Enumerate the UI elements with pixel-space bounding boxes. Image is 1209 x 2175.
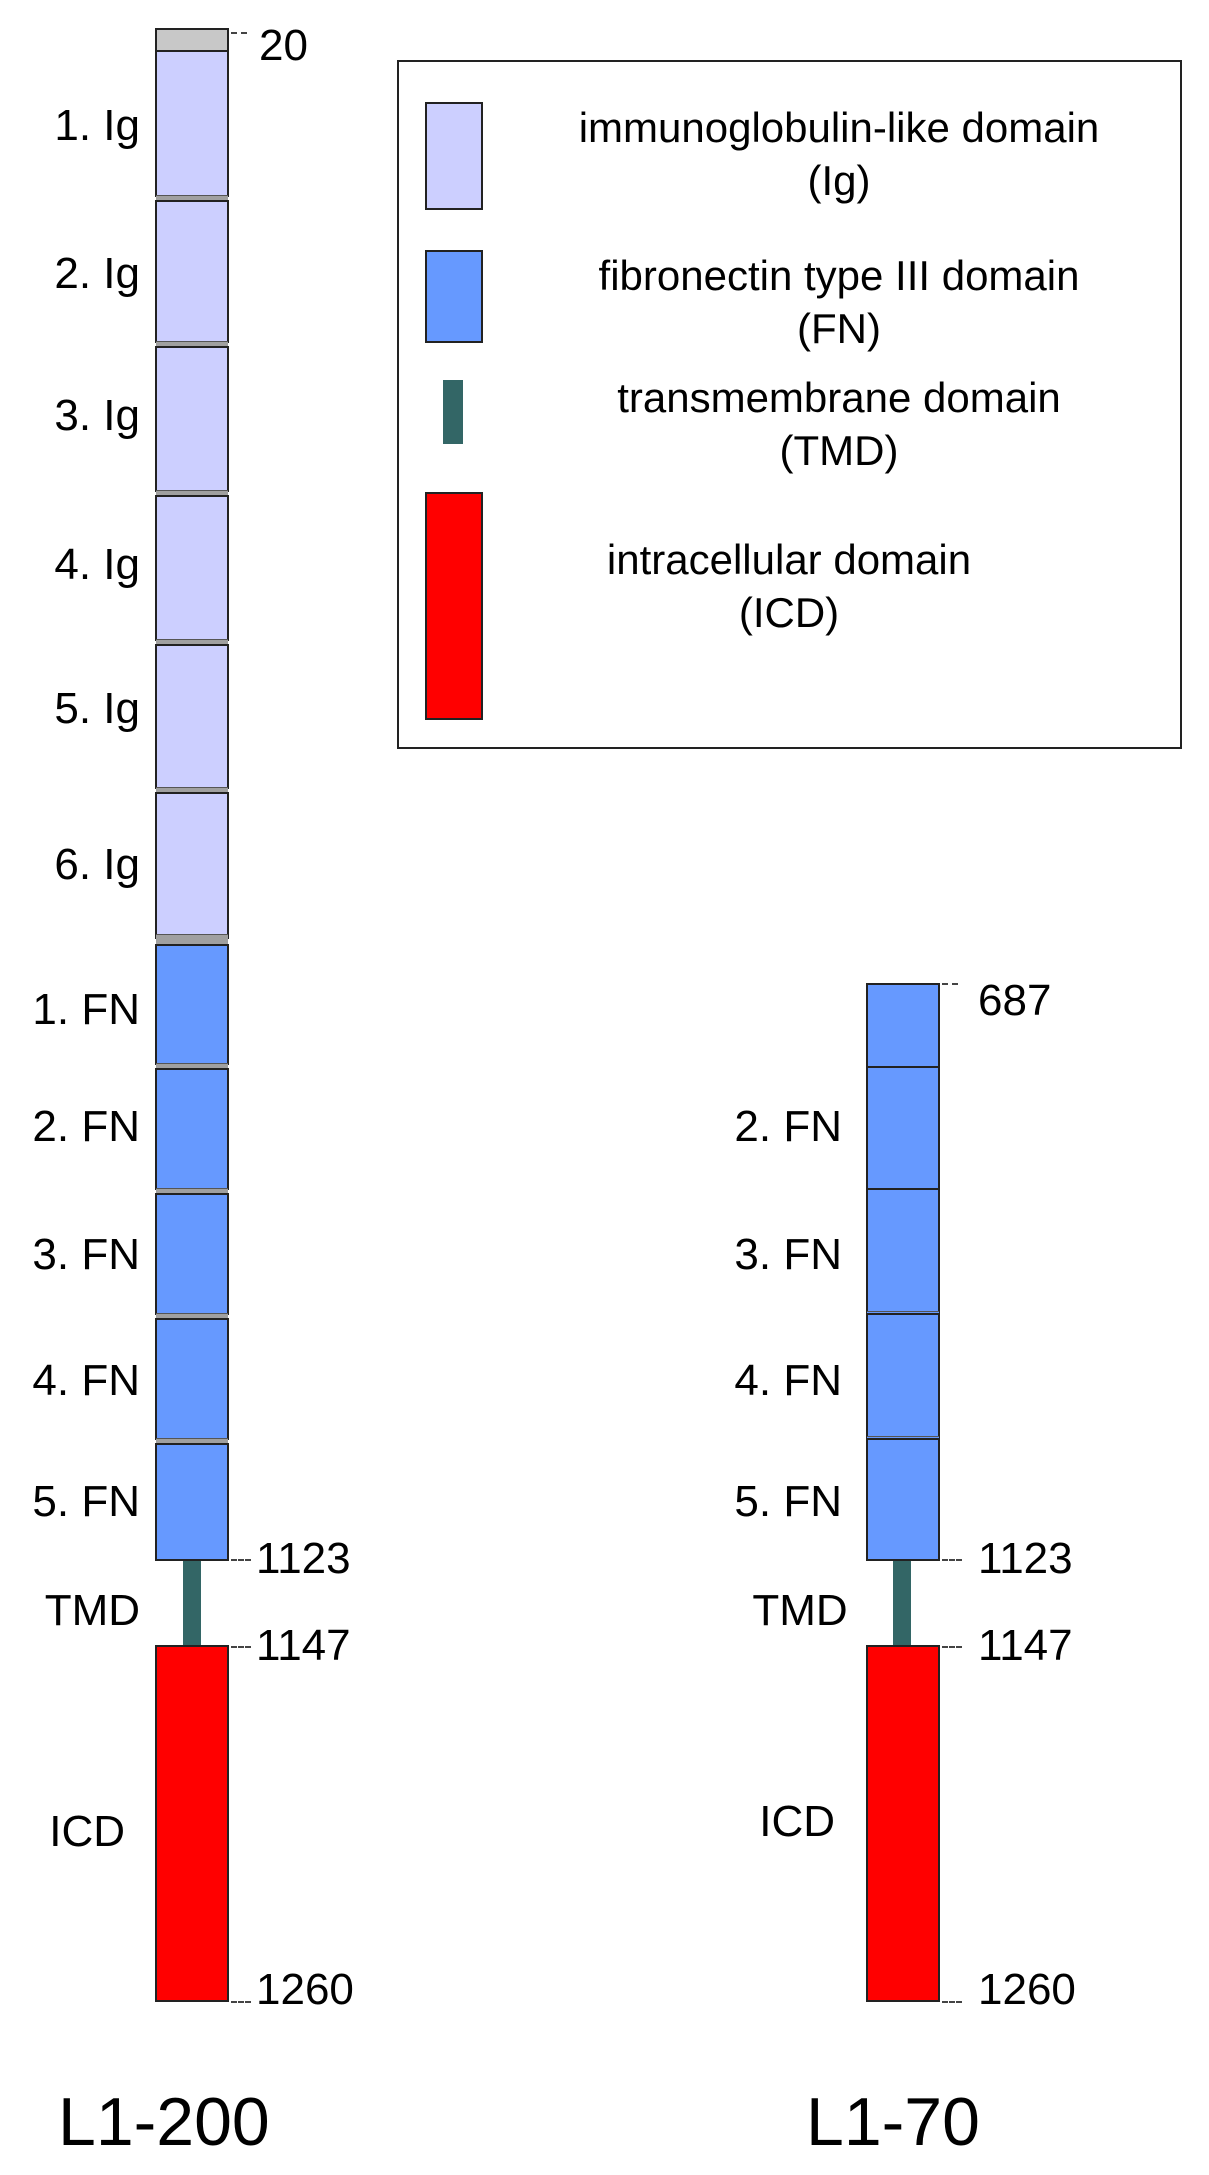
- l1-200-fn-label-5: 5. FN: [32, 1477, 140, 1526]
- l1-70-start-tick: [942, 983, 958, 985]
- legend-ig-swatch: [425, 102, 483, 210]
- l1-70-fn-domain-3: [866, 1188, 940, 1313]
- l1-200-fn-end-tick: [231, 1559, 251, 1561]
- l1-200-ig-label-2: 2. Ig: [54, 249, 140, 298]
- l1-200-tmd-label: TMD: [44, 1586, 140, 1635]
- l1-200-icd-label: ICD: [49, 1807, 125, 1856]
- l1-200-fn-domain-3: [155, 1193, 229, 1315]
- l1-200-start-number: 20: [259, 21, 308, 70]
- l1-70-fn-label-3: 3. FN: [734, 1230, 842, 1279]
- legend-tmd-label: transmembrane domain: [617, 374, 1061, 421]
- legend-fn-label: fibronectin type III domain: [598, 252, 1080, 299]
- l1-70-fn-label-2: 2. FN: [734, 1102, 842, 1151]
- legend-box: immunoglobulin-like domain (Ig) fibronec…: [397, 60, 1182, 749]
- legend-icd-abbr: (ICD): [738, 588, 840, 636]
- l1-200-ig-label-1: 1. Ig: [54, 101, 140, 150]
- l1-70-fn-label-4: 4. FN: [734, 1356, 842, 1405]
- l1-200-fn-label-2: 2. FN: [32, 1102, 140, 1151]
- legend-tmd-swatch: [443, 380, 463, 444]
- legend-ig-abbr: (Ig): [807, 156, 871, 204]
- l1-200-tmd-end-tick: [231, 1646, 251, 1648]
- l1-200-ig-domain-1: [155, 50, 229, 197]
- l1-70-icd-label: ICD: [759, 1797, 835, 1846]
- l1-200-end-number: 1260: [256, 1965, 354, 2014]
- legend-tmd-abbr: (TMD): [779, 426, 899, 474]
- l1-70-fn-end-tick: [942, 1559, 962, 1561]
- l1-70-start-number: 687: [978, 976, 1052, 1025]
- l1-70-end-number: 1260: [978, 1965, 1076, 2014]
- l1-70-fn-label-5: 5. FN: [734, 1477, 842, 1526]
- l1-200-fn-domain-1: [155, 944, 229, 1065]
- l1-200-end-tick: [231, 2001, 251, 2003]
- l1-200-fn-label-3: 3. FN: [32, 1230, 140, 1279]
- l1-70-tmd-segment: [893, 1561, 911, 1647]
- l1-200-fn-label-1: 1. FN: [32, 985, 140, 1034]
- l1-200-ig-label-4: 4. Ig: [54, 540, 140, 589]
- l1-70-tmd-end-number: 1147: [978, 1621, 1073, 1670]
- l1-70-icd-domain: [866, 1645, 940, 2002]
- l1-200-ig-domain-2: [155, 200, 229, 343]
- l1-200-fn-domain-4: [155, 1318, 229, 1440]
- legend-icd-text: intracellular domain (ICD): [509, 534, 1069, 639]
- l1-200-fn-label-4: 4. FN: [32, 1356, 140, 1405]
- l1-200-fn-domain-5: [155, 1443, 229, 1561]
- l1-70-tmd-label: TMD: [752, 1586, 848, 1635]
- l1-70-end-tick: [942, 2001, 962, 2003]
- l1-200-ig-domain-6: [155, 792, 229, 939]
- l1-70-fn-fragment: [866, 983, 940, 1069]
- l1-200-fn-end-number: 1123: [256, 1534, 351, 1583]
- l1-70-title: L1-70: [806, 2084, 980, 2160]
- l1-200-ig-domain-3: [155, 346, 229, 492]
- l1-200-signal-peptide: [155, 28, 229, 52]
- l1-200-title: L1-200: [58, 2084, 270, 2160]
- legend-icd-label: intracellular domain: [606, 536, 972, 583]
- l1-200-ig-label-3: 3. Ig: [54, 391, 140, 440]
- l1-70-fn-domain-5: [866, 1438, 940, 1561]
- legend-icd-swatch: [425, 492, 483, 720]
- l1-200-ig-domain-4: [155, 495, 229, 641]
- l1-70-fn-domain-4: [866, 1313, 940, 1439]
- l1-70-fn-end-number: 1123: [978, 1534, 1073, 1583]
- l1-200-tmd-segment: [183, 1561, 201, 1647]
- legend-ig-text: immunoglobulin-like domain (Ig): [509, 102, 1169, 207]
- l1-200-fn-domain-2: [155, 1068, 229, 1190]
- legend-fn-swatch: [425, 250, 483, 343]
- l1-200-start-tick: [231, 32, 247, 34]
- l1-200-ig-label-6: 6. Ig: [54, 840, 140, 889]
- legend-fn-text: fibronectin type III domain (FN): [509, 250, 1169, 355]
- l1-70-tmd-end-tick: [942, 1646, 962, 1648]
- l1-200-icd-domain: [155, 1645, 229, 2002]
- l1-200-ig-domain-5: [155, 644, 229, 789]
- l1-70-fn-domain-2: [866, 1066, 940, 1190]
- legend-fn-abbr: (FN): [797, 304, 881, 352]
- l1-200-tmd-end-number: 1147: [256, 1621, 351, 1670]
- legend-ig-label: immunoglobulin-like domain: [578, 104, 1100, 151]
- l1-200-ig-label-5: 5. Ig: [54, 684, 140, 733]
- legend-tmd-text: transmembrane domain (TMD): [509, 372, 1169, 477]
